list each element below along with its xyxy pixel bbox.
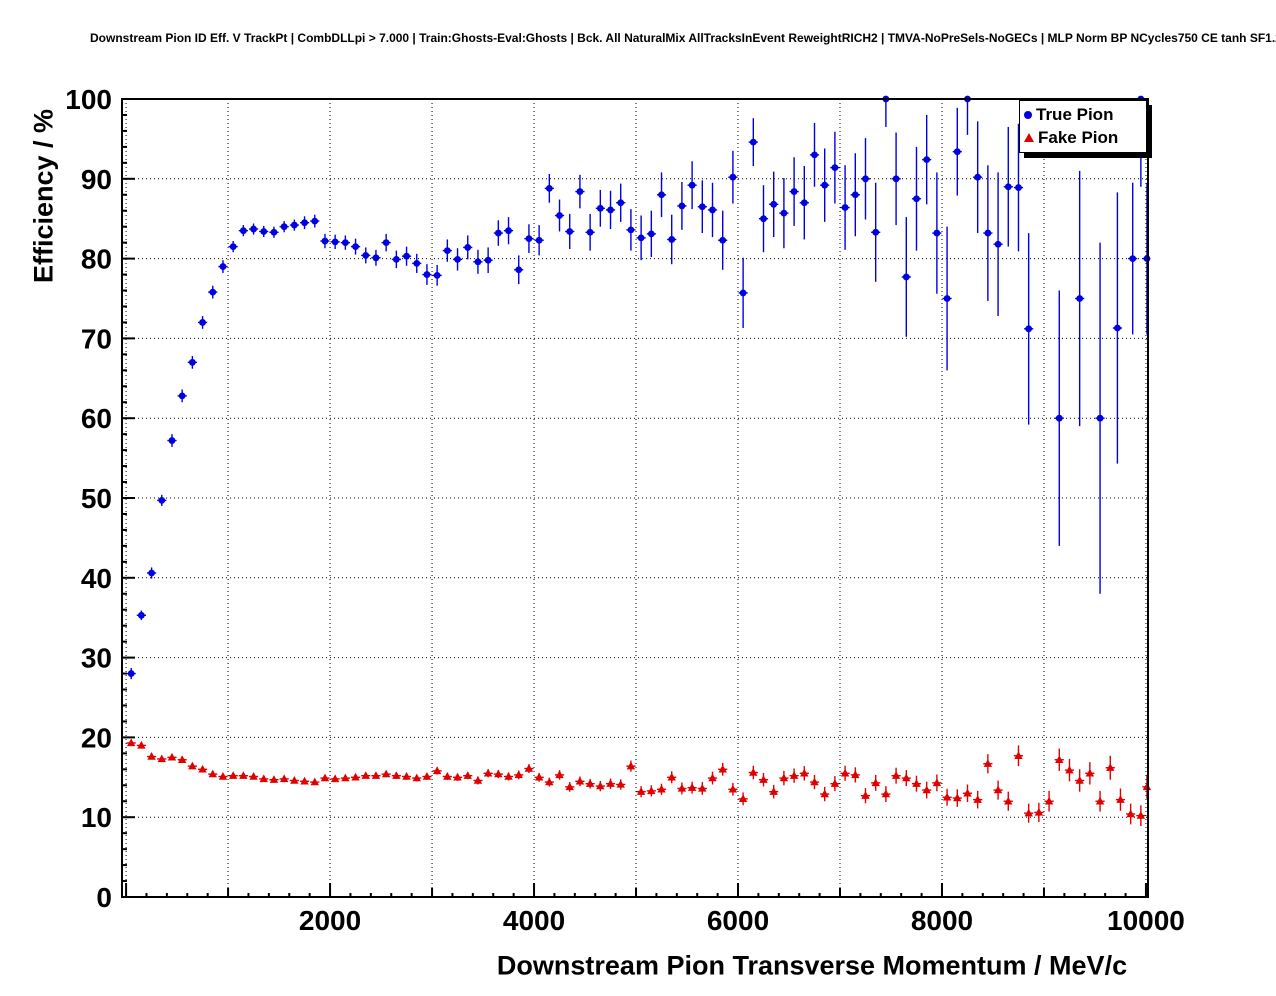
y-tick-label: 60 — [81, 403, 112, 434]
y-tick-label: 80 — [81, 244, 112, 275]
legend-label-fake-pion: Fake Pion — [1038, 127, 1119, 147]
legend: True Pion Fake Pion — [1019, 100, 1147, 153]
chart-title: Downstream Pion ID Eff. V TrackPt | Comb… — [90, 31, 1276, 45]
y-tick-label: 30 — [81, 643, 112, 674]
x-axis-title: Downstream Pion Transverse Momentum / Me… — [496, 950, 1128, 981]
true-pion-marker-icon — [1024, 110, 1032, 119]
legend-entry-fake-pion: Fake Pion — [1024, 126, 1146, 149]
x-tick-label: 2000 — [299, 905, 361, 936]
y-tick-label: 0 — [96, 882, 112, 913]
x-tick-label: 10000 — [1107, 905, 1185, 936]
y-tick-label: 100 — [65, 84, 112, 115]
fake-pion-marker-icon — [1024, 133, 1034, 142]
y-tick-label: 10 — [81, 802, 112, 833]
y-tick-label: 70 — [81, 323, 112, 354]
series-true-pion — [126, 95, 1151, 680]
legend-entry-true-pion: True Pion — [1024, 103, 1146, 126]
y-tick-label: 40 — [81, 563, 112, 594]
x-tick-label: 4000 — [503, 905, 565, 936]
y-tick-label: 50 — [81, 483, 112, 514]
series-fake-pion — [126, 738, 1152, 826]
y-tick-label: 20 — [81, 722, 112, 753]
y-tick-label: 90 — [81, 164, 112, 195]
legend-label-true-pion: True Pion — [1036, 104, 1114, 124]
x-tick-label: 8000 — [911, 905, 973, 936]
x-tick-label: 6000 — [707, 905, 769, 936]
